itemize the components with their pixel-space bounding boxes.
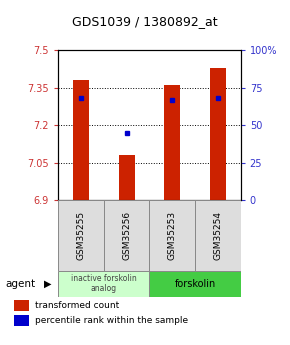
Text: agent: agent [6,279,36,289]
Bar [58,271,149,297]
Text: GSM35254: GSM35254 [213,211,222,260]
Bar [149,200,195,271]
Text: transformed count: transformed count [35,301,119,310]
Text: forskolin: forskolin [174,279,216,289]
Text: GDS1039 / 1380892_at: GDS1039 / 1380892_at [72,16,218,29]
Text: ▶: ▶ [44,279,52,289]
Bar [14,315,29,326]
Bar [119,155,135,200]
Text: GSM35256: GSM35256 [122,211,131,260]
Text: GSM35253: GSM35253 [168,211,177,260]
Text: inactive forskolin
analog: inactive forskolin analog [71,274,137,294]
Text: GSM35255: GSM35255 [76,211,85,260]
Bar [149,271,241,297]
Bar [164,85,180,200]
Bar [195,200,241,271]
Bar [104,200,149,271]
Text: percentile rank within the sample: percentile rank within the sample [35,316,188,325]
Bar [210,68,226,200]
Bar [73,80,89,200]
Bar [58,200,104,271]
Bar [14,300,29,310]
